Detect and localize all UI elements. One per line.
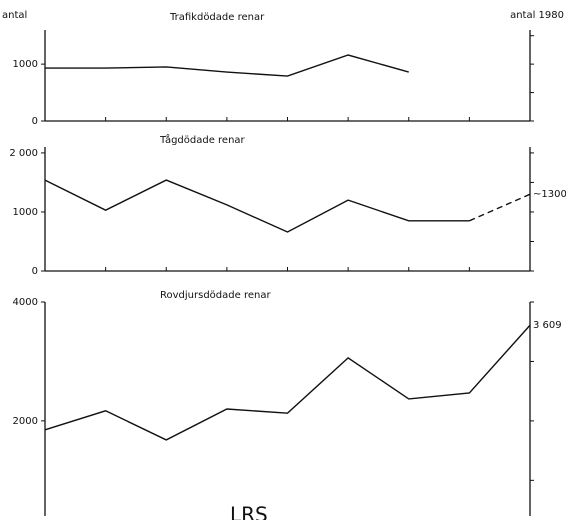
y-tick-label: 0 bbox=[32, 116, 38, 127]
annotation: ~1300 bbox=[533, 189, 566, 200]
dashed-line bbox=[469, 193, 531, 222]
y-tick-label: 0 bbox=[32, 266, 38, 277]
annotation: 3 609 bbox=[533, 320, 562, 331]
chart-title: Tågdödade renar bbox=[159, 133, 246, 146]
y-axis-label: antal bbox=[2, 10, 27, 21]
data-line bbox=[44, 179, 470, 233]
y-tick-label: 4000 bbox=[13, 297, 38, 308]
y-tick-label: 1000 bbox=[13, 59, 38, 70]
y2-axis-label: antal 1980 bbox=[510, 10, 564, 21]
footer-text: LRS bbox=[230, 503, 268, 520]
y-tick-label: 2 000 bbox=[9, 148, 38, 159]
data-line bbox=[45, 54, 409, 77]
y-tick-label: 1000 bbox=[13, 207, 38, 218]
chart-title: Trafikdödade renar bbox=[169, 12, 265, 23]
chart-title: Rovdjursdödade renar bbox=[160, 290, 271, 301]
data-line bbox=[44, 324, 531, 441]
y-tick-label: 2000 bbox=[13, 416, 38, 427]
